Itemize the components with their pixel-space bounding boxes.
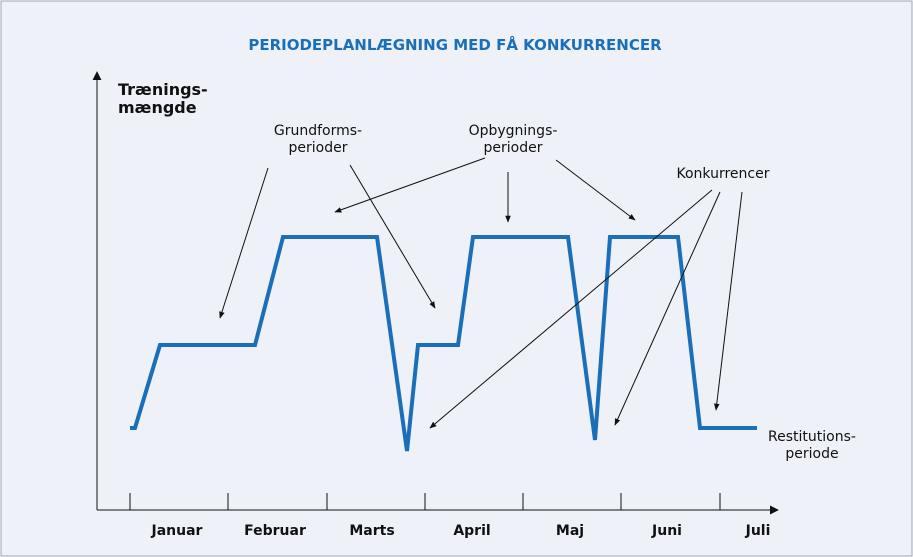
annotation: perioder <box>484 140 543 156</box>
annotation: perioder <box>289 140 348 156</box>
axes <box>92 71 779 515</box>
arrows <box>219 157 743 429</box>
title: PERIODEPLANLÆGNING MED FÅ KONKURRENCER <box>248 35 662 54</box>
annotation: Konkurrencer <box>677 166 770 182</box>
month: Maj <box>556 523 584 539</box>
annotation: Opbygnings- <box>469 123 558 139</box>
month: April <box>453 523 490 539</box>
y-label: mængde <box>118 98 197 117</box>
y-label: Trænings- <box>118 80 208 99</box>
annotation: periode <box>785 446 838 462</box>
month: Juni <box>651 523 682 539</box>
month: Februar <box>244 523 306 539</box>
month: Juli <box>745 523 771 539</box>
month: Januar <box>151 523 203 539</box>
annotation: Restitutions- <box>768 429 856 445</box>
training-line <box>130 235 757 452</box>
month: Marts <box>349 523 394 539</box>
annotation: Grundforms- <box>274 123 362 139</box>
